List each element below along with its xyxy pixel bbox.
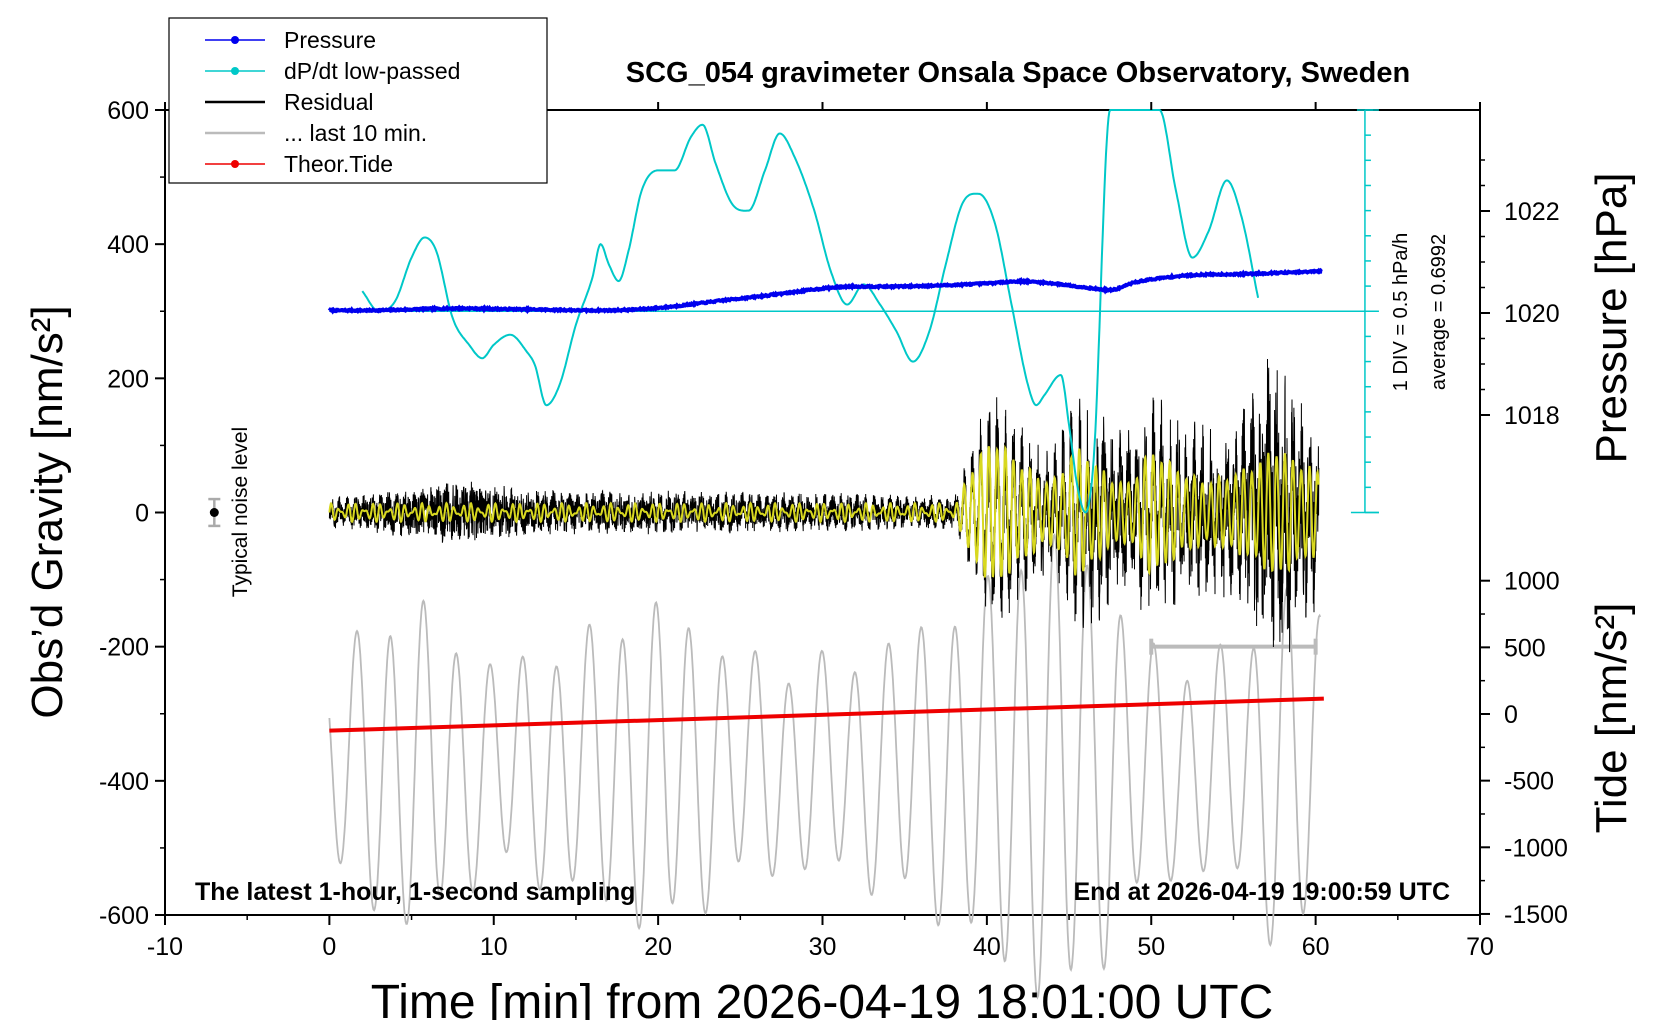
tide-tick-label: -500 [1504,768,1554,796]
dpdt-average-label: average = 0.6992 [1428,234,1450,390]
legend-marker [231,160,239,168]
legend-label: dP/dt low-passed [284,58,460,84]
residual-line [328,358,1320,653]
chart-title: SCG_054 gravimeter Onsala Space Observat… [626,57,1410,89]
tide-tick-label: -1000 [1504,834,1568,862]
x-tick-label: 10 [480,933,508,961]
pressure-line [327,267,1323,315]
axes: -10 0 10 20 30 40 50 60 706004002000-200-400-600… [99,97,1568,961]
footer-left-label: The latest 1-hour, 1-second sampling [195,878,635,906]
noise-level-label: Typical noise level [229,427,252,597]
x-tick-label: 50 [1137,933,1165,961]
y-axis-label-left-text: Obs’d Gravity [nm/s²] [23,305,72,718]
series-dpdt [329,109,1379,514]
noise-dot [209,508,219,517]
y-tick-label: 400 [107,231,149,259]
tide-tick-label: 500 [1504,634,1546,662]
pressure-tick-label: 1022 [1504,198,1560,226]
x-tick-label: 30 [809,933,837,961]
x-tick-label: 0 [322,933,336,961]
dpdt-line [361,109,1260,514]
legend-marker [231,67,239,75]
y-axis-label-tide: Tide [nm/s²] [1587,603,1636,834]
pressure-tick-label: 1018 [1504,402,1560,430]
y-axis-label-pressure: Pressure [hPa] [1587,172,1636,463]
y-tick-label: -200 [99,634,149,662]
dpdt-scale-label: 1 DIV = 0.5 hPa/h [1390,233,1412,391]
x-tick-label: -10 [147,933,183,961]
legend-label: Pressure [284,27,376,53]
legend-label: Theor.Tide [284,151,393,177]
legend-marker [231,36,239,44]
series-residual [328,358,1320,653]
legend: Pressure dP/dt low-passed Residual ... last… [168,17,548,184]
series-gray-oscillation [328,533,1322,1000]
y-tick-label: 0 [135,500,149,528]
series-theor-tide [329,696,1324,733]
footer-right-label: End at 2026-04-19 19:00:59 UTC [1073,878,1450,906]
x-tick-label: 20 [644,933,672,961]
y-tick-label: 600 [107,97,149,125]
residual-filtered-line [328,444,1320,578]
y-tick-label: -400 [99,768,149,796]
tide-tick-label: 1000 [1504,568,1560,596]
noise-level-marker [208,497,221,528]
tide-tick-label: 0 [1504,701,1518,729]
x-tick-label: 40 [973,933,1001,961]
y-tick-label: 200 [107,365,149,393]
legend-label: ... last 10 min. [284,120,427,146]
pressure-tick-label: 1020 [1504,300,1560,328]
legend-items: Pressure dP/dt low-passed Residual ... last… [205,27,460,177]
x-tick-label: 60 [1302,933,1330,961]
legend-label: Residual [284,89,374,115]
theor-tide-line [329,696,1324,733]
x-axis-label: Time [min] from 2026-04-19 18:01:00 UTC [371,976,1274,1020]
series-residual-filtered [328,444,1320,578]
y-tick-label: -600 [99,902,149,930]
legend-box [168,17,548,184]
x-tick-label: 70 [1466,933,1494,961]
y-axis-label-left: Obs’d Gravity [nm/s²] [23,305,72,718]
series-pressure [327,267,1323,315]
tide-tick-label: -1500 [1504,901,1568,929]
dpdt-scale-bar [1350,109,1379,514]
